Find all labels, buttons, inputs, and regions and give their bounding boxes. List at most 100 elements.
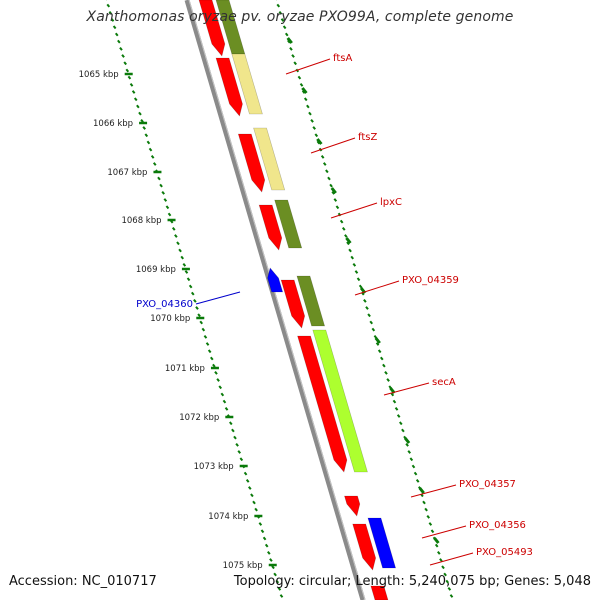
left-scale-tick	[199, 320, 203, 325]
left-scale-tick	[214, 370, 218, 375]
left-scale-tick	[108, 10, 113, 15]
left-scale-tick	[157, 176, 161, 181]
left-scale-tick	[279, 594, 284, 598]
left-scale-tick	[148, 147, 153, 152]
left-scale-tick	[161, 190, 165, 195]
right-scale-tick	[282, 25, 287, 30]
left-scale-tick	[207, 349, 212, 354]
right-scale-tick	[415, 478, 420, 483]
left-scale-tick	[146, 140, 151, 145]
right-scale-tick	[280, 18, 285, 22]
scale-label: 1073 kbp	[194, 462, 234, 472]
left-scale-tick	[248, 486, 252, 490]
scale-label: 1065 kbp	[79, 70, 119, 80]
left-scale-tick	[184, 270, 189, 274]
left-scale-tick	[150, 154, 155, 159]
major-tick	[330, 187, 337, 194]
left-scale-tick	[174, 234, 178, 238]
right-scale-tick	[377, 349, 382, 354]
left-scale-tick	[231, 428, 235, 433]
right-scale-tick	[276, 3, 281, 8]
gene-label: ftsA	[333, 53, 352, 64]
right-scale-tick	[371, 327, 376, 332]
left-scale-tick	[119, 46, 123, 51]
cog-block	[296, 275, 326, 327]
gene-ftsz	[237, 133, 266, 193]
gene-label: PXO_05493	[476, 547, 533, 558]
scale-label: 1072 kbp	[179, 413, 219, 423]
right-scale-tick	[390, 392, 395, 397]
left-scale-tick	[229, 421, 233, 426]
left-scale-tick	[245, 478, 250, 483]
left-scale-tick	[182, 262, 187, 267]
scale-label: 1075 kbp	[223, 561, 263, 571]
gene-ftsa	[198, 0, 226, 57]
left-scale-tick	[180, 255, 184, 260]
left-scale-tick	[262, 536, 267, 541]
right-scale-tick	[441, 565, 445, 570]
left-scale-tick	[195, 306, 199, 310]
label-leaders	[195, 58, 474, 566]
right-scale-tick	[443, 572, 447, 577]
right-scale-tick	[310, 118, 314, 123]
right-scale-tick	[301, 90, 306, 94]
scale-label: 1067 kbp	[107, 168, 147, 178]
right-scale-tick	[358, 284, 363, 289]
right-scale-tick	[413, 471, 418, 476]
left-scale-tick	[258, 522, 263, 526]
right-scale-tick	[422, 500, 426, 505]
gene-seca	[297, 335, 348, 473]
left-scale-tick	[205, 342, 210, 346]
right-scale-tick	[439, 558, 443, 562]
cog-block	[253, 127, 286, 191]
gene-label: PXO_04360	[136, 299, 193, 310]
right-scale-tick	[396, 414, 401, 418]
backbone-highlight	[188, 0, 366, 601]
right-scale-tick	[341, 226, 346, 231]
left-scale-tick	[178, 248, 182, 253]
right-scale-tick	[369, 320, 373, 325]
left-scale-tick	[121, 54, 125, 58]
left-scale-tick	[123, 61, 127, 66]
scale-ring-left	[106, 0, 286, 604]
right-scale-tick	[293, 61, 297, 66]
label-leader	[310, 137, 356, 154]
left-scale-tick	[275, 579, 280, 584]
right-scale-tick	[437, 550, 441, 555]
cog-track	[215, 0, 397, 569]
left-scale-tick	[201, 327, 206, 332]
label-leader	[410, 484, 457, 498]
left-scale-tick	[127, 75, 132, 80]
left-scale-tick	[264, 543, 269, 548]
left-scale-tick	[271, 565, 275, 570]
right-scale-tick	[449, 594, 454, 598]
cog-block	[274, 199, 303, 249]
right-scale-tick	[363, 298, 367, 303]
right-scale-tick	[430, 529, 435, 534]
gene-label: ftsZ	[358, 132, 377, 143]
left-scale-tick	[260, 529, 265, 534]
gene-label: lpxC	[380, 197, 402, 208]
right-scale-tick	[434, 543, 439, 548]
label-leader	[354, 280, 400, 296]
left-scale-tick	[267, 550, 271, 555]
scale-label: 1070 kbp	[150, 314, 190, 324]
right-scale-tick	[401, 428, 405, 433]
left-scale-tick	[140, 118, 144, 123]
scale-label: 1074 kbp	[208, 512, 248, 522]
map-title: Xanthomonas oryzae pv. oryzae PXO99A, co…	[86, 9, 514, 25]
left-scale-tick	[167, 212, 172, 217]
major-tick	[286, 37, 293, 44]
gene-pxo-04360	[267, 267, 284, 293]
cog-block	[231, 53, 263, 115]
genome-summary: Topology: circular; Length: 5,240,075 bp…	[233, 574, 591, 589]
left-scale-tick	[138, 111, 142, 116]
left-scale-tick	[188, 284, 193, 289]
left-scale-tick	[165, 205, 170, 210]
major-tick	[301, 87, 308, 94]
right-scale-tick	[407, 450, 412, 454]
scale-label: 1066 kbp	[93, 119, 133, 129]
right-scale-tick	[335, 205, 340, 210]
